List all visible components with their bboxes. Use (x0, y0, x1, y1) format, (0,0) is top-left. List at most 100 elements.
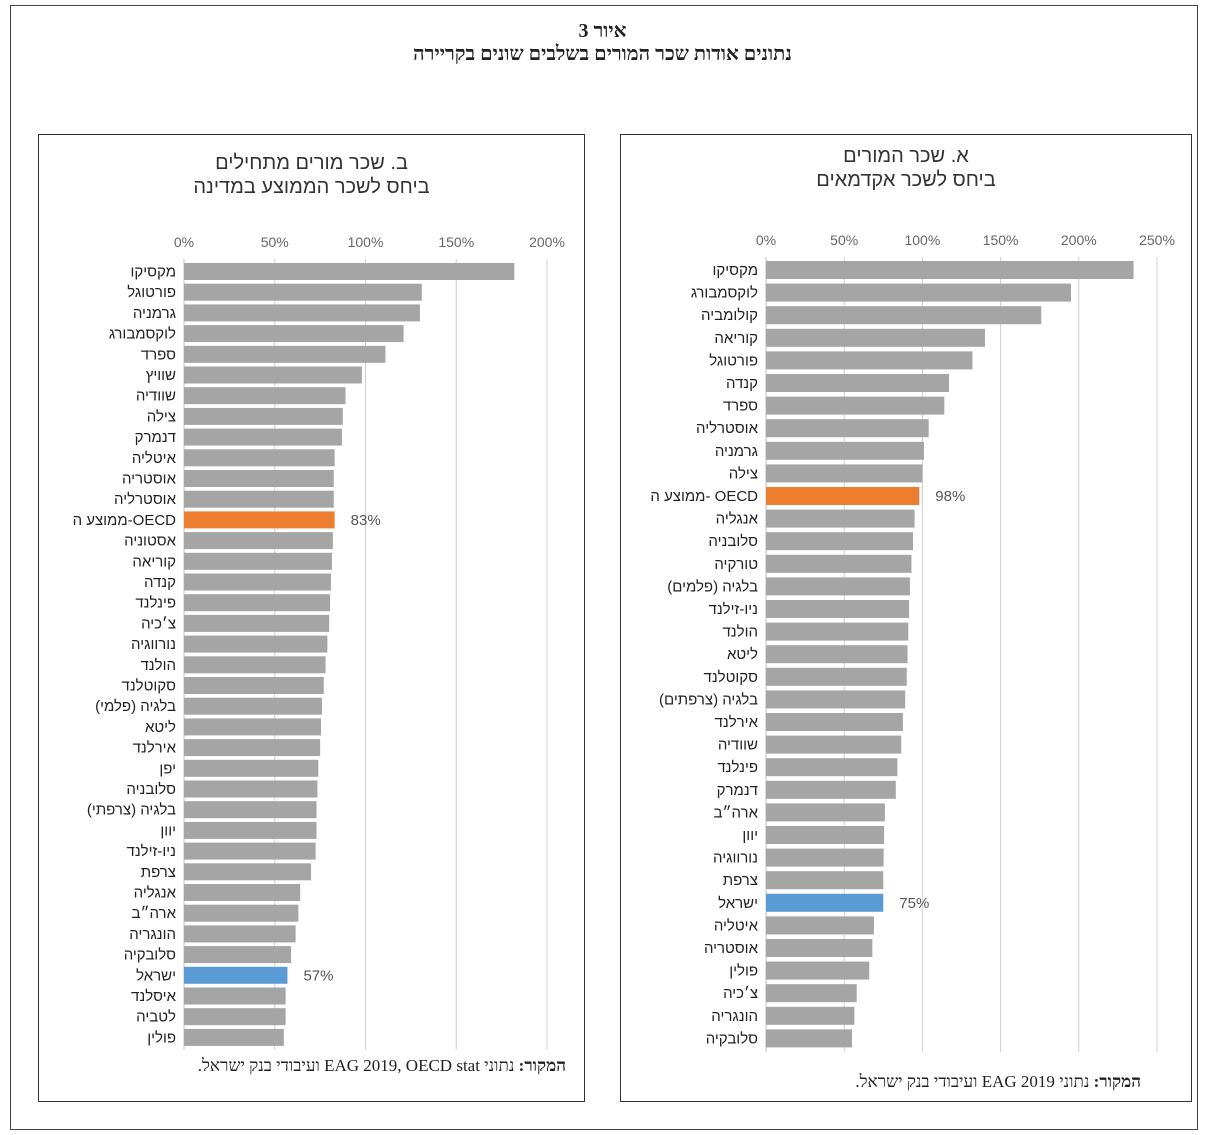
chart-a-category-label: ליטא (727, 646, 758, 663)
chart-b-bar (184, 656, 326, 674)
chart-a-bar (766, 939, 873, 957)
chart-a-bar (766, 374, 949, 392)
chart-a-bar (766, 1029, 853, 1048)
chart-b-data-label: 83% (351, 512, 381, 529)
chart-a-bar (766, 600, 910, 618)
chart-a-category-label: איטליה (714, 917, 759, 934)
chart-a-category-label: אוסטרליה (696, 420, 759, 437)
chart-b-bar (184, 325, 404, 343)
panel-b-title: ב. שכר מורים מתחילים ביחס לשכר הממוצע במ… (39, 151, 584, 199)
chart-b-bar (184, 1008, 286, 1026)
chart-b-bar (184, 987, 286, 1005)
chart-a-bar (766, 645, 908, 664)
chart-b-bar (184, 490, 334, 508)
chart-b-category-label: צ׳כיה (141, 615, 176, 632)
panel-b-chart: 0% 50% 100% 150% 200% מקסיקו פורטוגל גרמניה לוקס… (73, 234, 565, 1050)
chart-a-category-label: צילה (729, 465, 758, 482)
chart-b-bar (184, 407, 343, 425)
chart-b-bar (184, 263, 515, 280)
chart-b-category-label: אנגליה (134, 885, 177, 902)
chart-b-bar (184, 635, 328, 653)
chart-b-category-label: ניו-זילנד (127, 843, 176, 860)
chart-b-bar (184, 904, 299, 922)
chart-b-category-label: סקוטלנד (122, 678, 177, 695)
chart-a-category-label: דנמרק (717, 782, 758, 799)
chart-b-bar (184, 511, 335, 529)
chart-a-data-label: 75% (899, 895, 929, 912)
chart-a-category-label: שוודיה (718, 737, 758, 754)
chart-b-bar (184, 304, 420, 322)
chart-b-category-label: לוקסמבורג (109, 326, 176, 343)
figure-title: איור 3 נתונים אודות שכר המורים בשלבים שו… (0, 20, 1205, 66)
chart-a-category-label: בלגיה (צרפתים) (659, 691, 758, 708)
chart-b-category-label: ממוצע ה-OECD (73, 512, 177, 529)
chart-b-bar (184, 946, 292, 964)
figure-caption: נתונים אודות שכר המורים בשלבים שונים בקר… (413, 43, 792, 65)
chart-a-bar (766, 532, 914, 551)
chart-b-bar (184, 863, 312, 881)
chart-b-bar (184, 428, 342, 446)
chart-b-category-label: ספרד (141, 346, 176, 363)
panel-a-source-text: נתוני EAG 2019 ועיבודי בנק ישראל. (855, 1072, 1090, 1091)
chart-a-bar (766, 667, 907, 686)
panel-a-chart: 0% 50% 100% 150% 200% 250% מקסיקו לוקסמבורג קולו… (650, 232, 1175, 1052)
chart-a-category-label: ישראל (718, 895, 758, 912)
chart-b-category-label: ישראל (136, 967, 176, 984)
chart-a-category-label: ספרד (723, 398, 758, 415)
chart-a-bar (766, 893, 884, 912)
panel-b-source-label: המקור: (518, 1056, 566, 1075)
chart-b-bar (184, 552, 332, 570)
chart-b-category-label: אוסטריה (122, 471, 177, 488)
chart-a-bar (766, 419, 929, 438)
chart-a-category-label: סקוטלנד (704, 669, 759, 686)
chart-b-category-label: שוויץ (146, 367, 176, 384)
chart-b-category-label: צרפת (141, 864, 176, 881)
chart-b-bar (184, 759, 319, 777)
chart-a-bar (766, 871, 884, 890)
chart-b-category-label: בלגיה (פלמי) (95, 698, 176, 715)
chart-a-bar (766, 1006, 855, 1025)
chart-a-category-label: פינלנד (717, 759, 758, 776)
chart-a-bar (766, 826, 885, 844)
chart-a-bar (766, 306, 1042, 325)
chart-a-bar (766, 487, 920, 505)
panel-a-title: א. שכר המורים ביחס לשכר אקדמאים (621, 144, 1191, 192)
chart-a-category-label: צ׳כיה (723, 985, 758, 1002)
panel-a: א. שכר המורים ביחס לשכר אקדמאים 0% 50% 100… (620, 134, 1192, 1102)
figure-number: איור 3 (578, 20, 627, 42)
chart-b-category-label: איסלנד (131, 988, 177, 1005)
chart-b-category-label: יפן (159, 760, 176, 777)
chart-a-bar (766, 351, 973, 370)
chart-a-category-label: קולומביה (701, 307, 758, 324)
chart-b-bar (184, 449, 335, 467)
chart-a-bar (766, 916, 874, 935)
chart-a-category-label: אירלנד (715, 714, 759, 731)
chart-b-bar (184, 697, 322, 715)
chart-b-tick-label: 150% (438, 234, 474, 250)
chart-a-category-label: מקסיקו (713, 262, 758, 279)
chart-a-tick-label: 150% (983, 232, 1019, 248)
chart-a-category-label: אנגליה (716, 511, 759, 528)
chart-a-bar (766, 848, 884, 867)
chart-b-category-label: הולנד (140, 657, 176, 674)
chart-a-bar (766, 803, 885, 822)
chart-b-category-label: דנמרק (135, 429, 176, 446)
chart-b-category-label: אסטוניה (124, 533, 176, 550)
chart-b-bar (184, 573, 332, 591)
chart-a-bar (766, 622, 909, 641)
chart-a-category-label: בלגיה (פלמים) (667, 578, 758, 595)
chart-b-bar (184, 1028, 284, 1046)
chart-b-bar (184, 532, 333, 550)
chart-b-bar (184, 780, 318, 798)
chart-b-category-label: פינלנד (135, 595, 176, 612)
chart-b-tick-label: 0% (174, 234, 194, 250)
chart-b-bar (184, 283, 422, 301)
chart-a-bar (766, 780, 896, 799)
panel-b-source-text: נתוני EAG 2019, OECD stat ועיבודי בנק יש… (197, 1056, 515, 1075)
chart-b-category-label: ארה״ב (131, 905, 176, 922)
chart-b-category-label: סלובקיה (124, 947, 176, 964)
chart-b-bar (184, 345, 386, 363)
chart-b-category-label: איטליה (132, 450, 177, 467)
chart-b-bar (184, 470, 334, 487)
chart-a-category-label: סלובניה (708, 533, 758, 550)
